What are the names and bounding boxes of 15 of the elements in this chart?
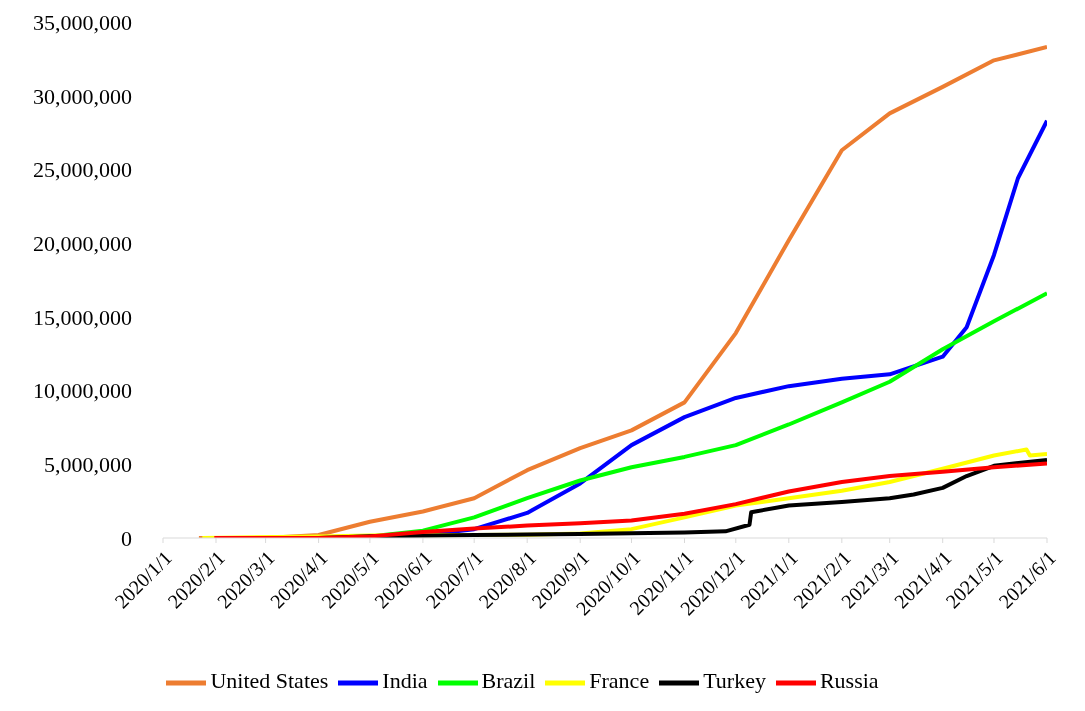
legend-label: Brazil bbox=[481, 668, 536, 694]
y-tick-label: 30,000,000 bbox=[33, 83, 132, 109]
legend-label: Turkey bbox=[703, 668, 766, 694]
legend-label: India bbox=[382, 668, 428, 694]
y-tick-label: 10,000,000 bbox=[33, 378, 132, 404]
line-series bbox=[196, 45, 1047, 538]
legend-label: Russia bbox=[819, 668, 879, 694]
legend-label: United States bbox=[210, 668, 329, 694]
y-tick-label: 0 bbox=[121, 525, 132, 551]
y-tick-label: 5,000,000 bbox=[44, 452, 132, 478]
y-tick-label: 25,000,000 bbox=[33, 157, 132, 183]
y-tick-label: 20,000,000 bbox=[33, 230, 132, 256]
y-tick-label: 15,000,000 bbox=[33, 304, 132, 330]
y-tick-label: 35,000,000 bbox=[33, 9, 132, 35]
legend-label: France bbox=[589, 668, 650, 694]
